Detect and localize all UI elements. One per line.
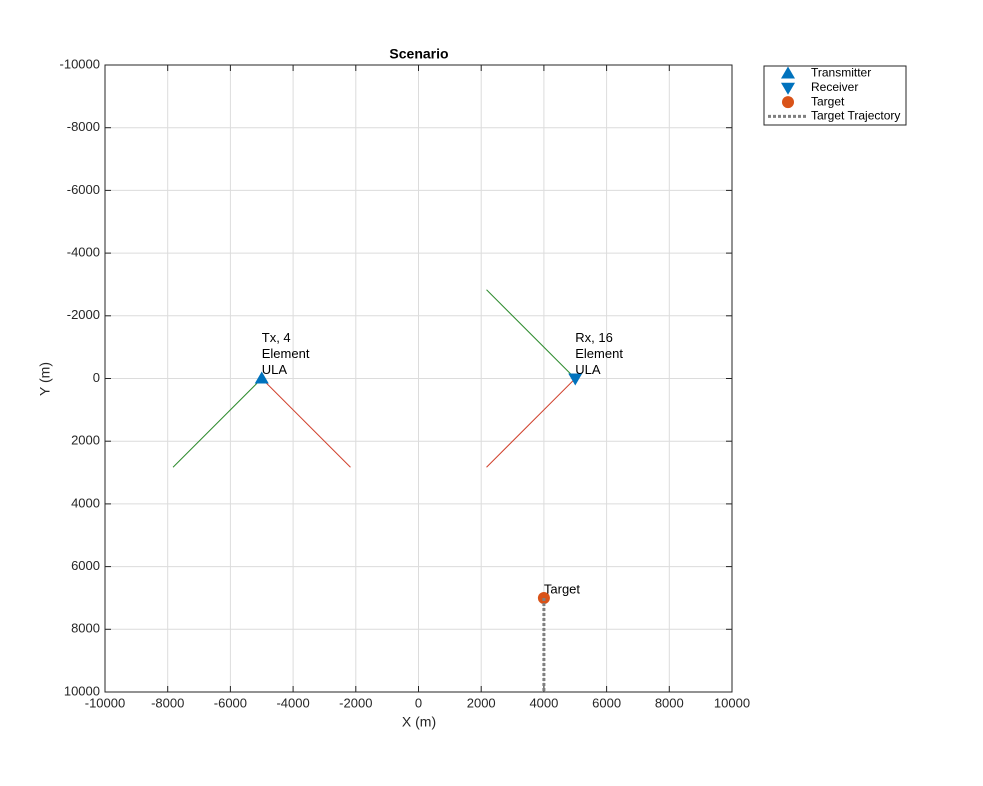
legend-label: Transmitter — [811, 66, 871, 80]
y-tick-label: 8000 — [71, 621, 100, 636]
marker-circle — [782, 96, 794, 109]
annotation: Element — [575, 346, 623, 361]
plot-frame — [104, 64, 733, 693]
beam-line — [172, 378, 263, 468]
y-tick-label: -6000 — [67, 182, 100, 197]
y-tick-label: 4000 — [71, 495, 100, 510]
legend-label: Target Trajectory — [811, 109, 900, 123]
y-tick-label: 0 — [93, 370, 100, 385]
y-tick-label: -8000 — [67, 119, 100, 134]
y-tick-label: -2000 — [67, 307, 100, 322]
beam-line — [486, 289, 576, 379]
beam-line — [486, 378, 576, 468]
marker-triangle-down — [568, 373, 583, 386]
marker-triangle-up — [781, 66, 795, 79]
x-tick-label: 4000 — [529, 695, 558, 710]
legend-box — [763, 65, 907, 126]
x-tick-label: -6000 — [214, 695, 247, 710]
marker-triangle-up — [254, 371, 269, 384]
y-axis-label: Y (m) — [37, 362, 53, 396]
x-tick-label: 10000 — [714, 695, 750, 710]
legend-label: Receiver — [811, 80, 858, 94]
annotation: ULA — [262, 362, 288, 377]
x-tick-label: -4000 — [276, 695, 309, 710]
x-tick-label: -10000 — [85, 695, 125, 710]
y-tick-label: -4000 — [67, 245, 100, 260]
x-tick-label: 2000 — [467, 695, 496, 710]
x-tick-label: -8000 — [151, 695, 184, 710]
annotation: Element — [262, 346, 310, 361]
annotation: Target — [544, 581, 581, 596]
y-tick-label: 6000 — [71, 558, 100, 573]
y-tick-label: 10000 — [64, 683, 100, 698]
y-tick-label: -10000 — [60, 56, 100, 71]
x-tick-label: -2000 — [339, 695, 372, 710]
annotation: Tx, 4 — [262, 330, 291, 345]
marker-triangle-down — [781, 82, 795, 95]
chart-title: Scenario — [389, 46, 448, 62]
legend-label: Target — [811, 94, 845, 108]
x-axis-label: X (m) — [402, 714, 436, 730]
x-tick-label: 6000 — [592, 695, 621, 710]
x-tick-label: 8000 — [655, 695, 684, 710]
annotation: Rx, 16 — [575, 330, 613, 345]
y-tick-label: 2000 — [71, 433, 100, 448]
x-tick-label: 0 — [415, 695, 422, 710]
annotation: ULA — [575, 362, 601, 377]
beam-line — [261, 378, 351, 468]
